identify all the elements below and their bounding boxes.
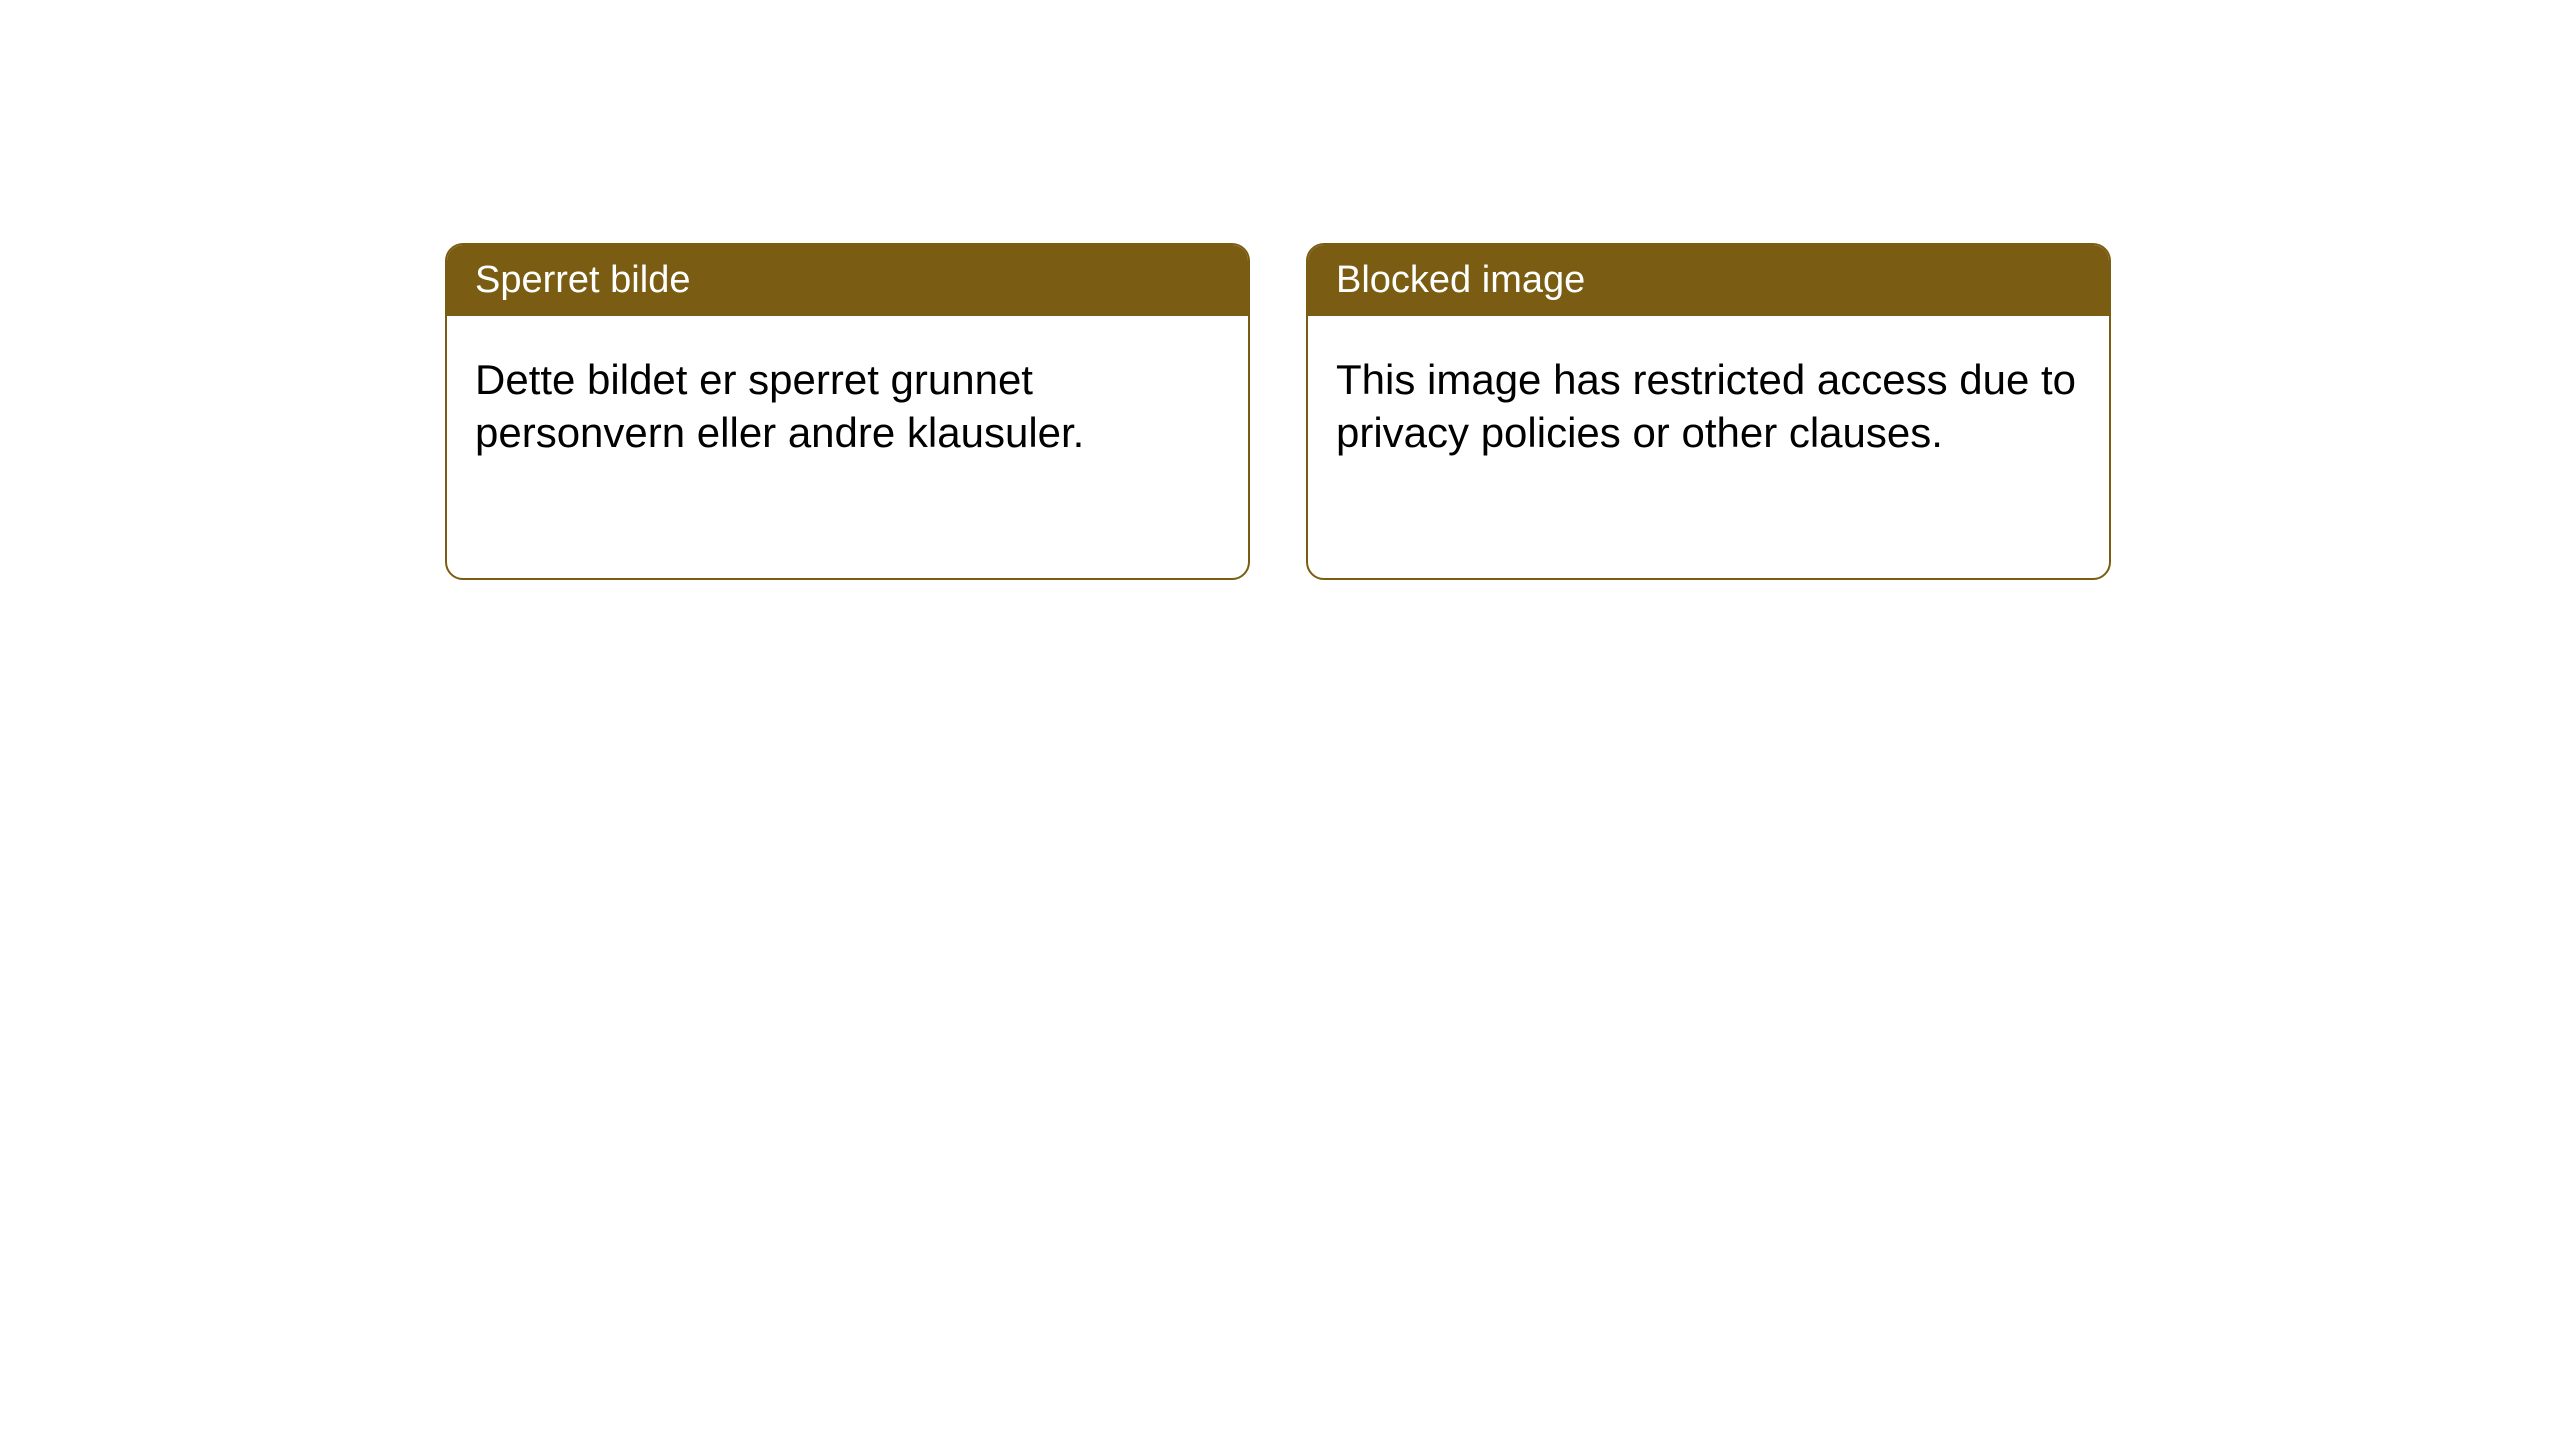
notice-card-english: Blocked image This image has restricted …	[1306, 243, 2111, 580]
notice-card-title: Sperret bilde	[447, 245, 1248, 316]
notice-cards-container: Sperret bilde Dette bildet er sperret gr…	[445, 243, 2111, 580]
notice-card-body: Dette bildet er sperret grunnet personve…	[447, 316, 1248, 497]
notice-card-norwegian: Sperret bilde Dette bildet er sperret gr…	[445, 243, 1250, 580]
notice-card-body: This image has restricted access due to …	[1308, 316, 2109, 497]
notice-card-title: Blocked image	[1308, 245, 2109, 316]
